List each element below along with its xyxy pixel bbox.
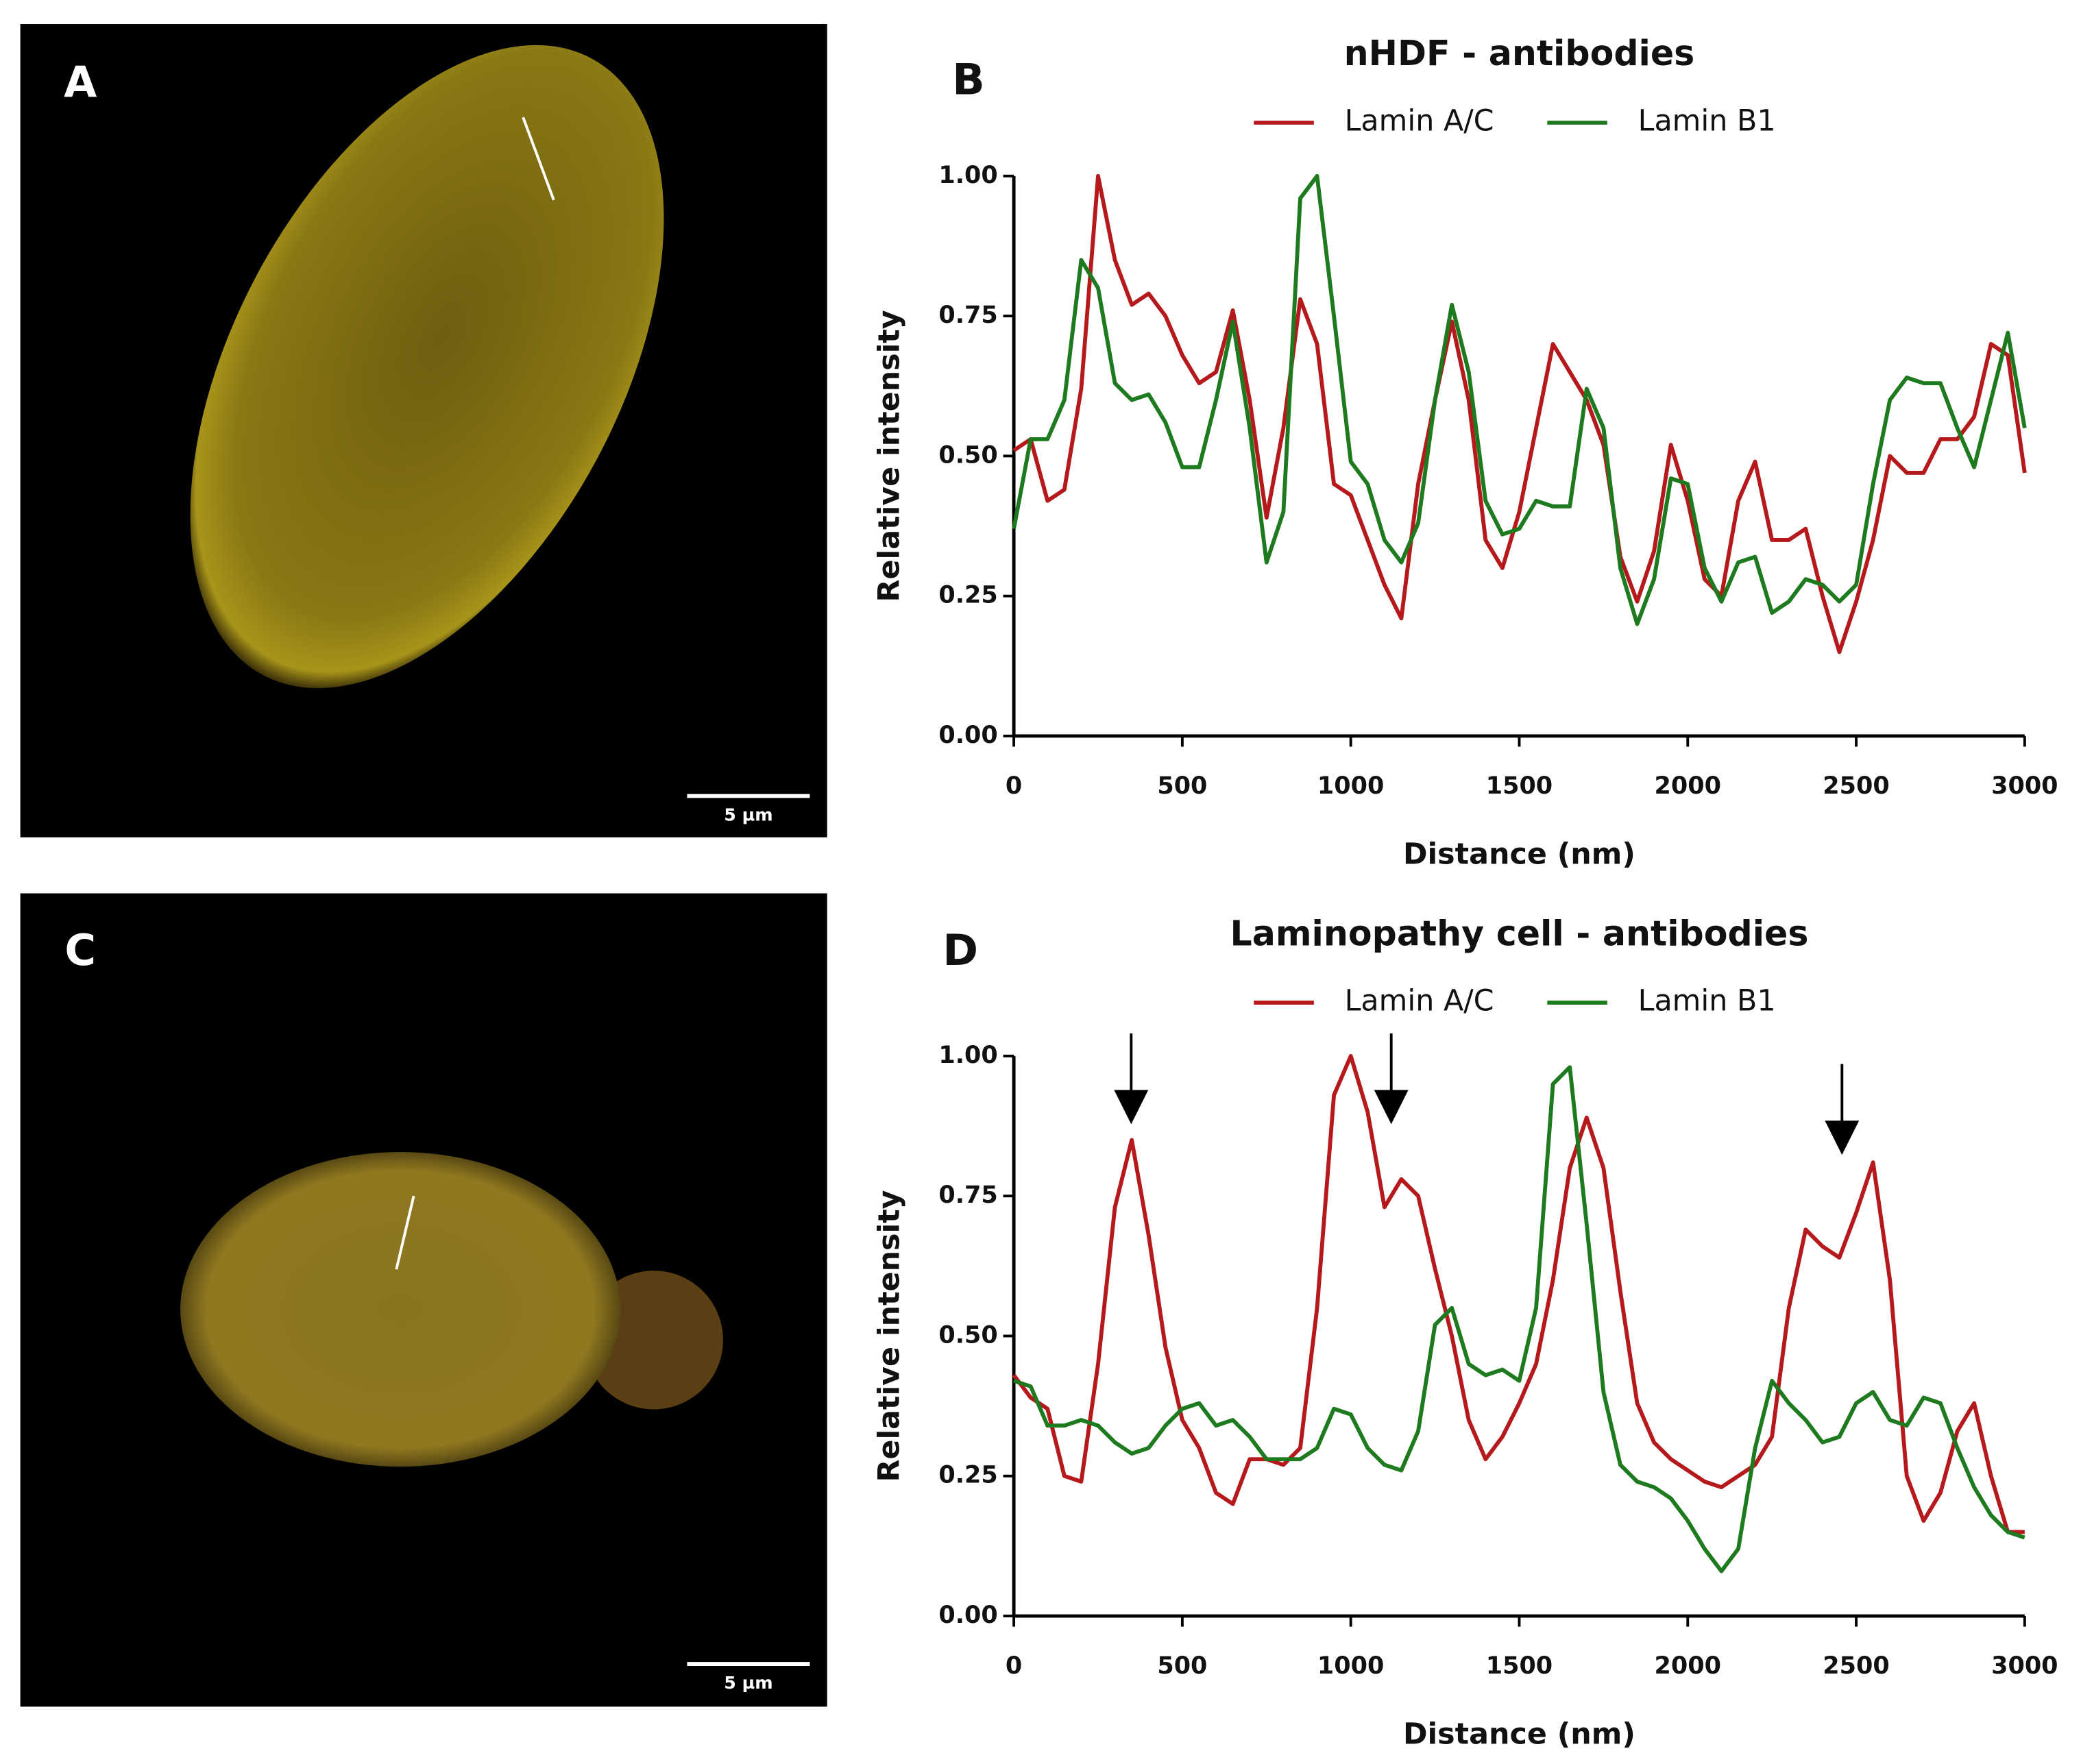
x-tick-label: 500 xyxy=(1157,772,1207,800)
x-tick-label: 0 xyxy=(1006,1652,1022,1680)
legend-label: Lamin B1 xyxy=(1638,103,1776,138)
x-tick-label: 500 xyxy=(1157,1652,1207,1680)
y-tick-label: 0.00 xyxy=(938,721,997,749)
legend-label: Lamin B1 xyxy=(1638,984,1776,1018)
data-line xyxy=(1012,173,2027,626)
data-line xyxy=(1013,1065,2025,1573)
micrograph-a: 5 µm A xyxy=(20,24,827,837)
y-tick-label: 0.00 xyxy=(938,1601,997,1629)
x-tick-label: 2000 xyxy=(1655,772,1721,800)
chart-title: nHDF - antibodies xyxy=(1344,33,1695,73)
data-line xyxy=(1012,1053,2025,1534)
chart-title: Laminopathy cell - antibodies xyxy=(1230,913,1808,953)
x-tick-label: 0 xyxy=(1006,772,1022,800)
micrograph-c: 5 µm C xyxy=(20,893,827,1707)
y-tick-label: 1.00 xyxy=(938,1041,997,1069)
x-tick-label: 1000 xyxy=(1317,1652,1384,1680)
x-tick-label: 2500 xyxy=(1823,772,1889,800)
scale-bar-label: 5 µm xyxy=(724,1673,772,1693)
y-tick-label: 0.75 xyxy=(938,1181,997,1209)
x-tick-label: 2500 xyxy=(1823,1652,1889,1680)
data-line xyxy=(1012,173,2027,654)
panel-label: C xyxy=(64,925,96,975)
x-tick-label: 1500 xyxy=(1486,1652,1553,1680)
panel-label: B xyxy=(952,55,984,105)
legend-label: Lamin A/C xyxy=(1345,984,1494,1018)
y-tick-label: 1.00 xyxy=(938,161,997,189)
x-axis-label: Distance (nm) xyxy=(1403,1717,1635,1752)
y-axis-label: Relative intensity xyxy=(873,1190,907,1482)
panel-label: D xyxy=(942,925,978,975)
x-tick-label: 2000 xyxy=(1655,1652,1721,1680)
panel-label: A xyxy=(64,58,97,108)
y-axis-label: Relative intensity xyxy=(873,310,907,602)
scale-bar-label: 5 µm xyxy=(724,805,772,825)
x-tick-label: 3000 xyxy=(1991,1652,2058,1680)
x-tick-label: 1000 xyxy=(1317,772,1384,800)
y-tick-label: 0.25 xyxy=(938,581,997,609)
arrows xyxy=(1114,1033,1860,1155)
legend-label: Lamin A/C xyxy=(1345,103,1494,138)
y-tick-label: 0.50 xyxy=(938,441,997,469)
y-tick-label: 0.25 xyxy=(938,1461,997,1489)
x-tick-label: 1500 xyxy=(1486,772,1553,800)
y-tick-label: 0.50 xyxy=(938,1321,997,1349)
x-axis-label: Distance (nm) xyxy=(1403,837,1635,872)
x-tick-label: 3000 xyxy=(1991,772,2058,800)
y-tick-label: 0.75 xyxy=(938,301,997,329)
